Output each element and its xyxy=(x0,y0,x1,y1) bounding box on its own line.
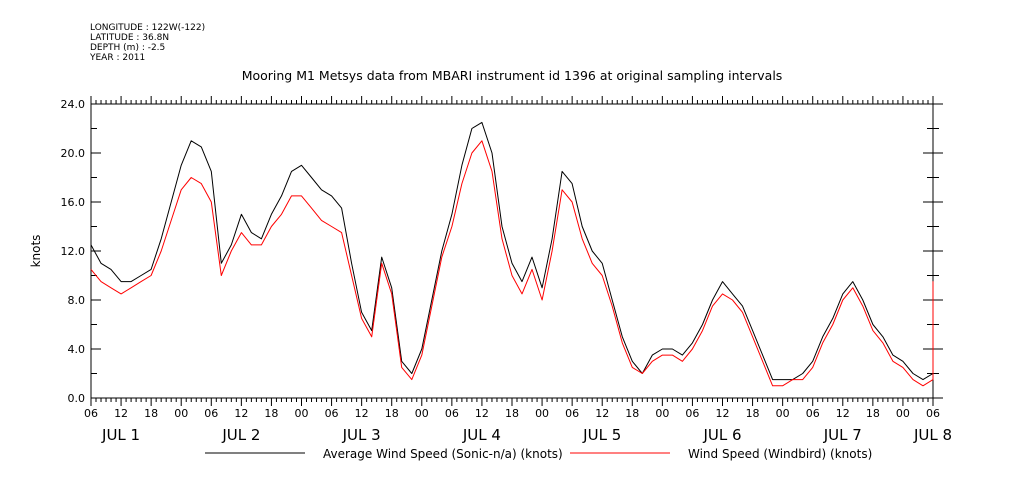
y-tick-label: 8.0 xyxy=(68,294,86,307)
y-tick-label: 0.0 xyxy=(68,392,86,405)
x-hour-tick-label: 12 xyxy=(716,407,730,420)
y-tick-label: 24.0 xyxy=(61,98,86,111)
x-hour-tick-label: 00 xyxy=(415,407,429,420)
x-hour-tick-label: 00 xyxy=(295,407,309,420)
x-hour-tick-label: 18 xyxy=(264,407,278,420)
x-hour-tick-label: 06 xyxy=(325,407,339,420)
x-hour-tick-label: 06 xyxy=(685,407,699,420)
x-day-label: JUL 7 xyxy=(823,426,862,444)
y-tick-label: 16.0 xyxy=(61,196,86,209)
depth-text: DEPTH (m) : -2.5 xyxy=(90,43,165,53)
x-hour-tick-label: 18 xyxy=(866,407,880,420)
x-day-label: JUL 1 xyxy=(101,426,140,444)
legend: Average Wind Speed (Sonic-n/a) (knots) W… xyxy=(205,447,872,461)
y-tick-label: 4.0 xyxy=(68,343,86,356)
x-hour-tick-label: 18 xyxy=(144,407,158,420)
chart-title: Mooring M1 Metsys data from MBARI instru… xyxy=(242,68,783,83)
longitude-text: LONGITUDE : 122W(-122) xyxy=(90,23,205,33)
plot-frame xyxy=(90,103,934,399)
year-text: YEAR : 2011 xyxy=(89,53,145,63)
x-hour-tick-label: 18 xyxy=(505,407,519,420)
x-hour-tick-label: 06 xyxy=(565,407,579,420)
x-day-label: JUL 4 xyxy=(462,426,501,444)
x-hour-tick-label: 18 xyxy=(385,407,399,420)
x-day-label: JUL 8 xyxy=(913,426,952,444)
y-tick-label: 20.0 xyxy=(61,147,86,160)
x-hour-tick-label: 12 xyxy=(595,407,609,420)
x-day-label: JUL 5 xyxy=(582,426,621,444)
y-axis: 0.0 4.0 8.0 12.0 16.0 20.0 24.0 xyxy=(61,98,943,405)
x-hour-tick-label: 12 xyxy=(234,407,248,420)
x-hour-tick-label: 06 xyxy=(445,407,459,420)
series-line-windbird-wind-speed xyxy=(90,140,934,387)
series-line-average-wind-speed xyxy=(90,121,934,381)
x-day-label: JUL 2 xyxy=(221,426,260,444)
x-hour-tick-label: 12 xyxy=(836,407,850,420)
legend-label-windbird-wind-speed: Wind Speed (Windbird) (knots) xyxy=(688,447,872,461)
x-day-label: JUL 6 xyxy=(702,426,741,444)
x-hour-tick-label: 00 xyxy=(776,407,790,420)
x-hour-tick-label: 12 xyxy=(355,407,369,420)
x-axis: 06 12 18 00 06 12 18 00 06 12 18 00 06 12 18 00 06 12 18 00… xyxy=(84,96,952,444)
x-hour-tick-label: 12 xyxy=(475,407,489,420)
x-hour-tick-label: 06 xyxy=(204,407,218,420)
y-tick-label: 12.0 xyxy=(61,245,86,258)
x-day-label: JUL 3 xyxy=(342,426,381,444)
legend-label-average-wind-speed: Average Wind Speed (Sonic-n/a) (knots) xyxy=(323,447,563,461)
x-hour-tick-label: 00 xyxy=(896,407,910,420)
series-layer xyxy=(90,121,934,387)
y-axis-label: knots xyxy=(29,235,43,268)
x-hour-tick-label: 18 xyxy=(746,407,760,420)
x-hour-tick-label: 06 xyxy=(84,407,98,420)
x-hour-tick-label: 18 xyxy=(625,407,639,420)
x-hour-tick-label: 00 xyxy=(655,407,669,420)
x-hour-tick-label: 00 xyxy=(535,407,549,420)
x-hour-tick-label: 00 xyxy=(174,407,188,420)
x-hour-tick-label: 06 xyxy=(806,407,820,420)
x-hour-tick-label: 06 xyxy=(926,407,940,420)
latitude-text: LATITUDE : 36.8N xyxy=(90,33,169,43)
x-hour-tick-label: 12 xyxy=(114,407,128,420)
